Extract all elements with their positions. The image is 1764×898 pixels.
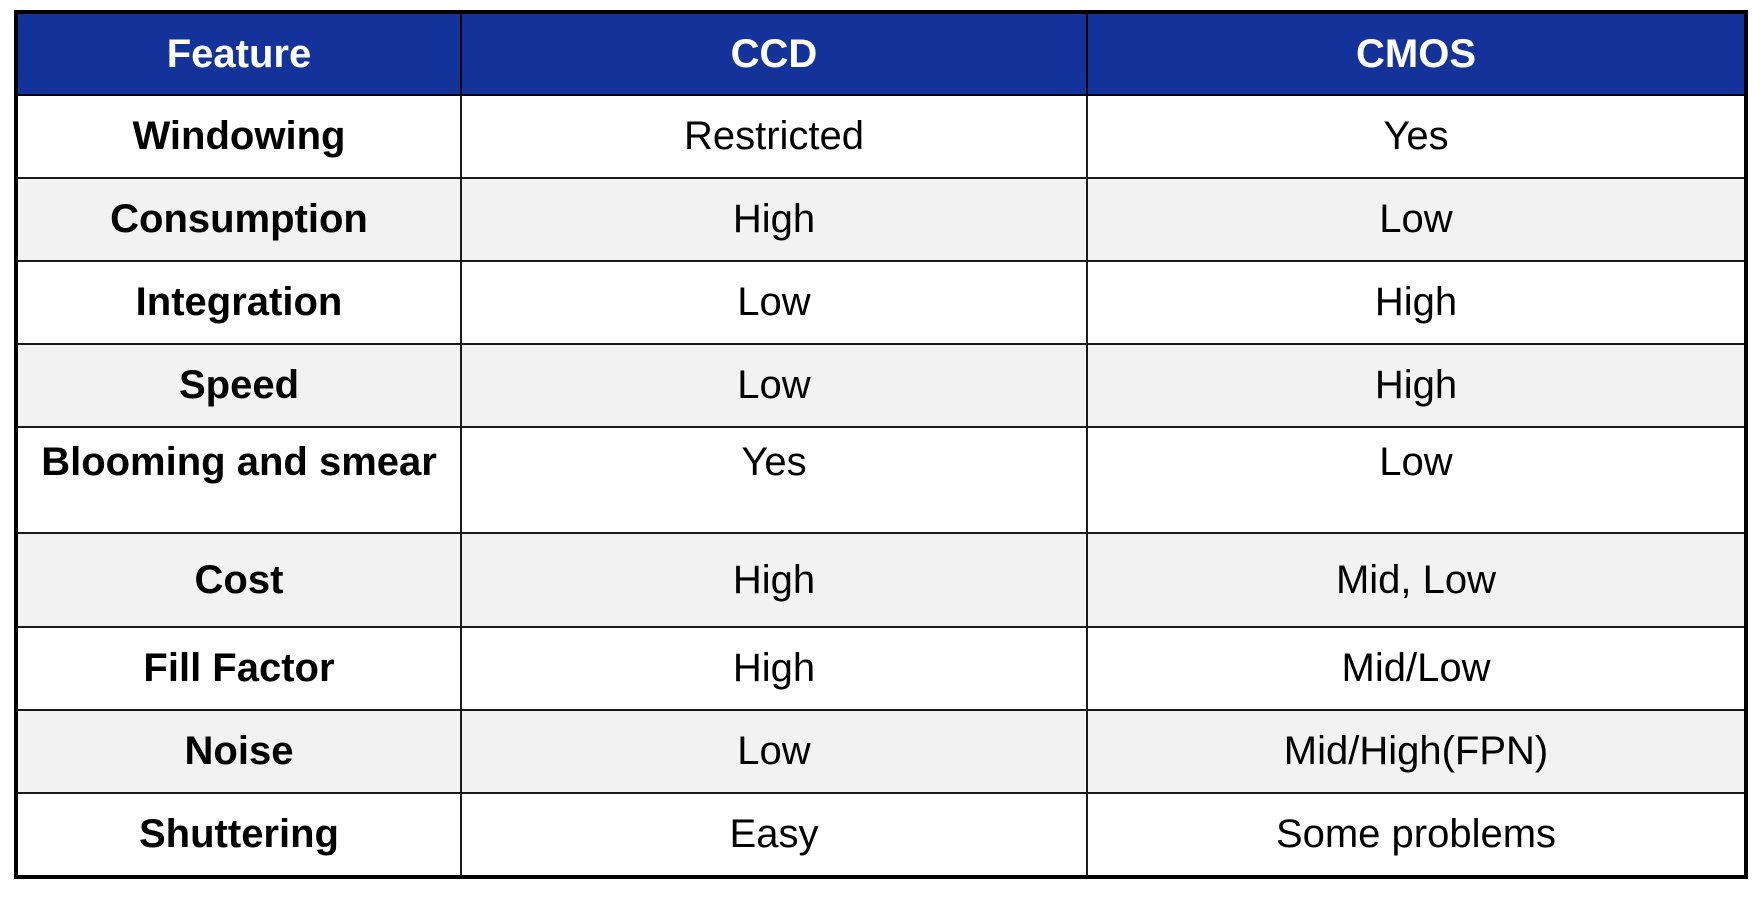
cmos-cell: Yes — [1086, 94, 1747, 179]
ccd-cell: Restricted — [460, 94, 1088, 179]
table-row: Fill Factor High Mid/Low — [15, 626, 1747, 711]
ccd-cell: High — [460, 177, 1088, 262]
header-feature: Feature — [15, 11, 462, 96]
cmos-cell: Mid/Low — [1086, 626, 1747, 711]
table-row: Integration Low High — [15, 260, 1747, 345]
feature-cell: Fill Factor — [15, 626, 462, 711]
feature-cell: Speed — [15, 343, 462, 428]
ccd-cell: Easy — [460, 792, 1088, 878]
header-ccd: CCD — [460, 11, 1088, 96]
ccd-cell: Low — [460, 709, 1088, 794]
ccd-cmos-comparison-table: Feature CCD CMOS Windowing Restricted Ye… — [14, 10, 1748, 879]
table-header: Feature CCD CMOS — [15, 11, 1747, 96]
comparison-table-container: Feature CCD CMOS Windowing Restricted Ye… — [14, 10, 1748, 879]
table-row: Cost High Mid, Low — [15, 532, 1747, 628]
ccd-cell: High — [460, 626, 1088, 711]
cmos-cell: Low — [1086, 426, 1747, 534]
cmos-cell: Mid, Low — [1086, 532, 1747, 628]
header-cmos: CMOS — [1086, 11, 1747, 96]
feature-cell: Consumption — [15, 177, 462, 262]
header-row: Feature CCD CMOS — [15, 11, 1747, 96]
cmos-cell: Some problems — [1086, 792, 1747, 878]
feature-cell: Cost — [15, 532, 462, 628]
cmos-cell: High — [1086, 260, 1747, 345]
table-row: Shuttering Easy Some problems — [15, 792, 1747, 878]
table-row: Noise Low Mid/High(FPN) — [15, 709, 1747, 794]
feature-cell: Windowing — [15, 94, 462, 179]
cmos-cell: Low — [1086, 177, 1747, 262]
table-row: Blooming and smear Yes Low — [15, 426, 1747, 534]
table-body: Windowing Restricted Yes Consumption Hig… — [15, 94, 1747, 878]
ccd-cell: Yes — [460, 426, 1088, 534]
feature-cell: Integration — [15, 260, 462, 345]
table-row: Consumption High Low — [15, 177, 1747, 262]
table-row: Speed Low High — [15, 343, 1747, 428]
cmos-cell: Mid/High(FPN) — [1086, 709, 1747, 794]
ccd-cell: Low — [460, 343, 1088, 428]
ccd-cell: Low — [460, 260, 1088, 345]
ccd-cell: High — [460, 532, 1088, 628]
table-row: Windowing Restricted Yes — [15, 94, 1747, 179]
feature-cell: Noise — [15, 709, 462, 794]
cmos-cell: High — [1086, 343, 1747, 428]
feature-cell: Blooming and smear — [15, 426, 462, 534]
feature-cell: Shuttering — [15, 792, 462, 878]
